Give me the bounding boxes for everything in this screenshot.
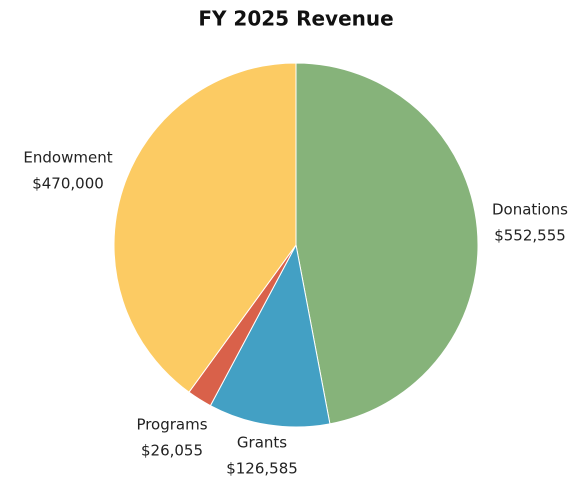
slice-label: Grants — [237, 434, 287, 452]
slice-label: Endowment — [23, 149, 112, 167]
slice-value-label: $470,000 — [32, 175, 104, 193]
pie-slice — [295, 62, 479, 425]
slice-label: Programs — [136, 416, 207, 434]
pie-slice — [113, 62, 297, 393]
slice-value-label: $552,555 — [494, 227, 566, 245]
slice-value-label: $126,585 — [226, 460, 298, 478]
chart-title: FY 2025 Revenue — [198, 7, 393, 31]
slice-label: Donations — [492, 201, 568, 219]
pie-slice — [209, 243, 331, 428]
slice-value-label: $26,055 — [141, 442, 203, 460]
